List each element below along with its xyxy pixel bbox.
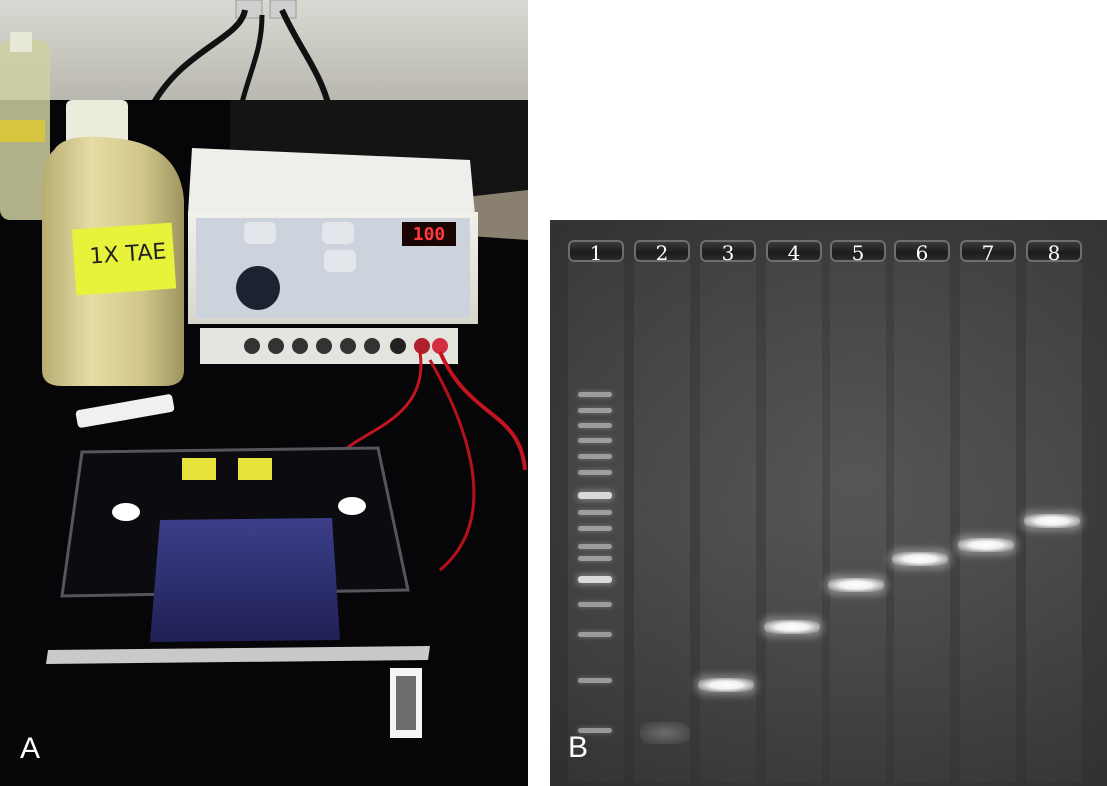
ladder-band: [578, 526, 612, 531]
lane-number-1: 1: [589, 241, 603, 265]
gel-lane-6: [894, 262, 950, 782]
ladder-band: [578, 454, 612, 459]
ladder-band: [578, 510, 612, 515]
lane-number-7: 7: [981, 241, 995, 265]
lane-number-5: 5: [851, 241, 865, 265]
gel-well-3: [700, 240, 756, 262]
gel-lane-4: [766, 262, 822, 782]
lane-number-4: 4: [787, 241, 801, 265]
gel-tank: [46, 446, 430, 774]
power-supply-display: 100: [412, 224, 446, 245]
ladder-band: [578, 632, 612, 637]
ladder-band: [578, 556, 612, 561]
lane-number-3: 3: [721, 241, 735, 265]
gel-well-2: [634, 240, 690, 262]
gel-well-8: [1026, 240, 1082, 262]
ladder-band: [578, 678, 612, 683]
ladder-band: [578, 544, 612, 549]
ladder-band: [578, 492, 612, 499]
panel-a-label: A: [20, 732, 41, 765]
ladder-band: [578, 408, 612, 413]
electrophoresis-setup-photo: 1X TAE 100 A: [0, 0, 528, 786]
ladder-band: [578, 423, 612, 428]
gel-well-5: [830, 240, 886, 262]
lane-number-6: 6: [915, 241, 929, 265]
ladder-band: [578, 576, 612, 583]
gel-lane-2: [634, 262, 690, 782]
power-supply: [188, 148, 478, 364]
gel-lane-1: [568, 262, 624, 782]
dna-band-lane-3: [698, 678, 754, 692]
gel-lane-7: [960, 262, 1016, 782]
ladder-band: [578, 392, 612, 397]
dna-band-lane-8: [1024, 514, 1080, 528]
agarose-gel-image: 1 2 3 4 5 6 7 8 B: [550, 220, 1107, 786]
dna-band-lane-5: [828, 578, 884, 592]
ladder-band: [578, 728, 612, 733]
dna-band-lane-6: [892, 552, 948, 566]
lane-number-8: 8: [1047, 241, 1061, 265]
gel-well-6: [894, 240, 950, 262]
outlet-left: [235, 0, 263, 19]
tae-buffer-bottle: [42, 100, 184, 386]
dna-band-lane-4: [764, 620, 820, 634]
gel-lane-3: [700, 262, 756, 782]
gel-comb: [75, 394, 175, 428]
lane-number-2: 2: [655, 241, 669, 265]
background-bottle: [0, 32, 50, 220]
ladder-band: [578, 602, 612, 607]
gel-well-4: [766, 240, 822, 262]
ladder-band: [578, 438, 612, 443]
ladder-band: [578, 470, 612, 475]
lane-2-smear: [640, 722, 690, 744]
dna-band-lane-7: [958, 538, 1014, 552]
panel-b-label: B: [568, 731, 589, 764]
setup-illustration: [0, 0, 528, 786]
gel-well-1: [568, 240, 624, 262]
gel-lane-5: [830, 262, 886, 782]
gel-well-7: [960, 240, 1016, 262]
